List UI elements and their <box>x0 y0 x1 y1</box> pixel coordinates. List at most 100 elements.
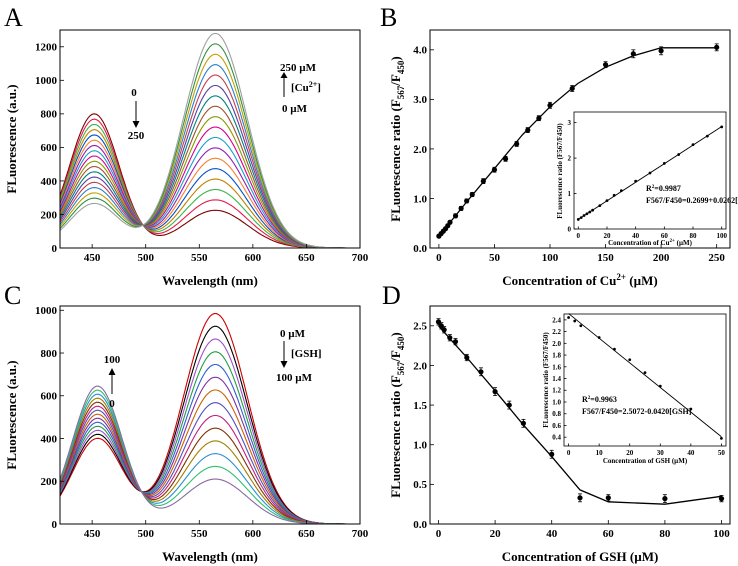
panel-b-data-point <box>480 178 486 184</box>
panel-a-y-tick-label: 1000 <box>35 75 58 87</box>
panel-b-x-tick-label: 0 <box>436 252 442 264</box>
panel-a-down-arrow-head <box>132 121 140 128</box>
panel-a-arrow-bottom-label: 250 <box>128 130 145 142</box>
panel-b-inset: 0 20 40 60 80 100 0 1 2 3 Concentration of Cu2+ … <box>556 111 738 247</box>
panel-d-inset-equation: F567/F450=2.5072-0.0420[GSH] <box>582 407 692 416</box>
panel-c-spectrum-line <box>60 401 360 524</box>
panel-b-inset-x-tick-label: 60 <box>661 232 669 240</box>
panel-b-inset-data-point <box>619 189 623 193</box>
panel-a-y-tick-label: 0 <box>52 243 58 255</box>
panel-b-inset-x-label: Concentration of Cu2+ (µM) <box>608 239 693 247</box>
panel-a-x-tick-label: 500 <box>137 252 154 264</box>
panel-b-inset-x-axis: 0 20 40 60 80 100 <box>577 226 727 240</box>
panel-c-y-label: FLuorescence (a.u.) <box>4 360 19 469</box>
panel-b-data-point <box>602 62 609 68</box>
panel-d-y-tick-label: 0.0 <box>413 519 427 531</box>
panel-c-spectrum-line <box>60 389 360 524</box>
panel-a-spectrum-line <box>60 144 360 248</box>
panel-c-spectrum-line <box>60 402 360 524</box>
panel-d-y-tick-label: 2.0 <box>413 360 427 372</box>
panel-d-data-point <box>718 496 725 502</box>
panel-d-inset-x-axis: 0 10 20 30 40 50 <box>567 443 725 457</box>
panel-a-spectrum-line <box>60 64 360 248</box>
panel-b-data-point <box>502 156 509 162</box>
panel-b-data-point <box>569 85 575 92</box>
panel-a-x-tick-label: 650 <box>298 252 315 264</box>
panel-d-inset-data-point <box>613 347 616 351</box>
panel-a-bottom-label: 0 µM <box>282 103 308 115</box>
panel-d-inset-frame <box>563 313 727 447</box>
panel-c-x-tick-label: 450 <box>84 528 101 540</box>
panel-a-spectrum-line <box>60 43 360 248</box>
panel-a-spectrum-line <box>60 74 360 248</box>
panel-d-data-point <box>577 495 583 501</box>
panel-b-inset-data-point <box>634 179 638 183</box>
panel-b-data-point <box>514 141 520 147</box>
panel-b-x-tick-label: 250 <box>708 252 725 264</box>
panel-a-spectrum-line <box>60 84 360 248</box>
panel-b-x-tick-label: 50 <box>489 252 501 264</box>
panel-b-x-tick-label: 150 <box>597 252 614 264</box>
panel-c-reagent-label: [GSH] <box>291 348 322 360</box>
panel-a-x-tick-label: 550 <box>191 252 208 264</box>
panel-d-y-tick-label: 2.5 <box>413 321 427 333</box>
panel-a-x-tick-label: 700 <box>352 252 369 264</box>
panel-d-x-tick-label: 20 <box>490 528 502 540</box>
panel-d-inset-data-point <box>628 358 632 362</box>
panel-b-inset-data-point <box>585 212 589 216</box>
panel-c-y-tick-label: 0 <box>52 519 58 531</box>
panel-b-inset-x-tick-label: 40 <box>632 232 640 240</box>
panel-d-y-tick-label: 1.0 <box>413 440 427 452</box>
panel-d-points <box>435 318 725 503</box>
panel-d-inset-y-tick-label: 1.2 <box>552 387 561 395</box>
panel-d-data-point <box>662 496 668 502</box>
panel-d-inset-data-point <box>573 319 577 323</box>
panel-d-inset-x-tick-label: 10 <box>596 449 604 457</box>
panel-d-inset-y-tick-label: 0.8 <box>552 410 561 418</box>
panel-d-data-point <box>492 389 498 395</box>
panel-d-x-tick-label: 40 <box>546 528 558 540</box>
panel-d-data-point <box>605 495 611 501</box>
panel-d-inset-x-tick-label: 40 <box>687 449 695 457</box>
panel-d-data-point <box>549 451 555 457</box>
panel-b-inset-x-tick-label: 0 <box>577 232 581 240</box>
panel-c-spectra <box>60 313 360 524</box>
panel-b-inset-data-point <box>576 218 580 221</box>
panel-b-inset-x-tick-label: 100 <box>716 232 727 240</box>
panel-d-inset-y-tick-label: 2.4 <box>552 316 561 324</box>
panel-a-y-tick-label: 400 <box>41 176 58 188</box>
panel-d-inset-data-point <box>567 316 570 319</box>
panel-b-data-point <box>464 198 470 204</box>
panel-d-frame <box>429 305 731 525</box>
panel-a-y-tick-label: 800 <box>41 109 58 121</box>
panel-a-bracket-arrow <box>280 72 288 78</box>
panel-d-data-point <box>441 327 447 333</box>
panel-c-spectrum-line <box>60 393 360 524</box>
panel-c-arrow-top-label: 100 <box>104 354 121 366</box>
panel-b-x-tick-label: 100 <box>542 252 559 264</box>
panel-b-inset-x-tick-label: 80 <box>690 232 698 240</box>
panel-c-x-tick-label: 700 <box>352 528 369 540</box>
panel-b-data-point <box>536 115 542 121</box>
panel-d-data-point <box>464 354 470 361</box>
panel-d-inset-x-tick-label: 0 <box>567 449 571 457</box>
panel-d-inset-y-tick-label: 1.0 <box>552 398 561 406</box>
panel-c-spectrum-line <box>60 363 360 524</box>
panel-a-reagent-label: [Cu2+] <box>291 80 321 94</box>
panel-c-bracket-arrow <box>280 361 288 368</box>
panel-b-inset-points <box>576 125 724 221</box>
panel-b-x-axis: 0 50 100 150 200 250 <box>436 244 725 264</box>
panel-letter-c: C <box>4 281 21 310</box>
panel-d-x-tick-label: 60 <box>603 528 615 540</box>
panel-b-data-point <box>630 51 636 57</box>
panel-a-x-tick-label: 600 <box>245 252 262 264</box>
panel-b-inset-y-tick-label: 2 <box>568 155 572 163</box>
panel-b-inset-x-tick-label: 20 <box>603 232 611 240</box>
panel-a-y-tick-label: 600 <box>41 142 58 154</box>
panel-d-inset-y-tick-label: 1.6 <box>552 363 561 371</box>
panel-c-up-arrow-head <box>108 368 116 375</box>
panel-d-data-point <box>478 369 484 375</box>
panel-b-data-point <box>547 102 553 108</box>
panel-d-inset-data-point <box>643 371 647 375</box>
